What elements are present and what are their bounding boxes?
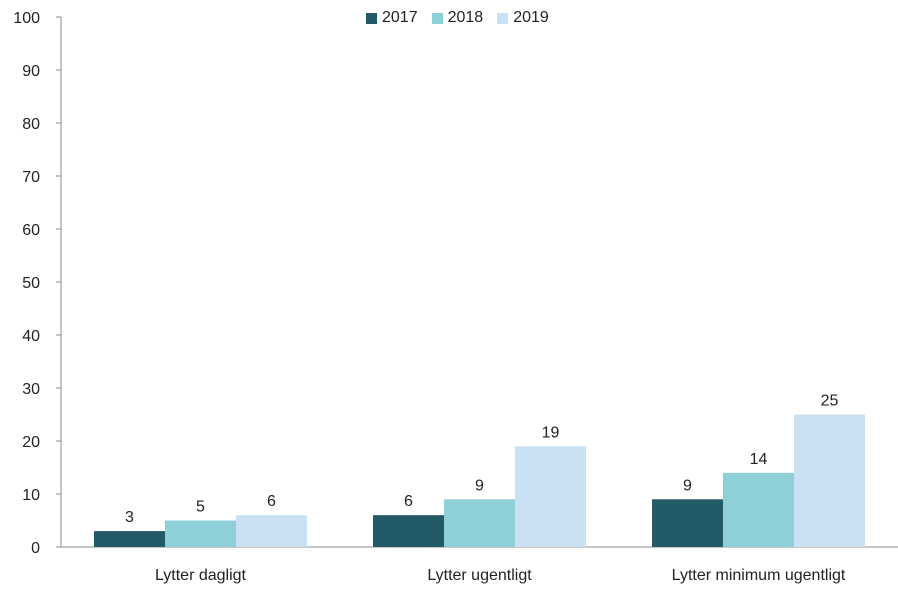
bar — [794, 414, 865, 547]
x-tick-label: Lytter ugentligt — [427, 567, 532, 584]
bar — [444, 499, 515, 547]
y-tick-label: 60 — [22, 222, 40, 239]
data-label: 14 — [750, 451, 768, 468]
legend-item-2019: 2019 — [497, 9, 549, 27]
legend-item-2017: 2017 — [366, 9, 418, 27]
data-label: 19 — [542, 424, 560, 441]
legend-label-2017: 2017 — [382, 9, 418, 26]
y-tick-label: 50 — [22, 275, 40, 292]
legend-label-2019: 2019 — [513, 9, 549, 26]
legend: 2017 2018 2019 — [366, 9, 549, 27]
data-label: 25 — [821, 393, 839, 410]
data-label: 5 — [196, 499, 205, 516]
legend-item-2018: 2018 — [431, 9, 484, 27]
bar — [652, 499, 723, 547]
data-label: 9 — [475, 477, 484, 494]
bar — [236, 515, 307, 547]
legend-swatch-2019 — [497, 12, 509, 24]
legend-label-2018: 2018 — [447, 9, 484, 26]
y-tick-label: 0 — [31, 540, 40, 557]
bar — [94, 531, 165, 547]
bar — [373, 515, 444, 547]
y-tick-label: 90 — [22, 63, 40, 80]
data-label: 6 — [267, 493, 276, 510]
y-tick-label: 10 — [22, 487, 40, 504]
data-label: 6 — [404, 493, 413, 510]
y-tick-label: 40 — [22, 328, 40, 345]
x-tick-label: Lytter minimum ugentligt — [672, 567, 846, 584]
data-label: 3 — [125, 509, 134, 526]
data-label: 9 — [683, 477, 692, 494]
x-tick-label: Lytter dagligt — [155, 567, 247, 584]
y-tick-label: 20 — [22, 434, 40, 451]
bar — [515, 446, 586, 547]
legend-swatch-2018 — [431, 12, 443, 24]
y-tick-label: 80 — [22, 116, 40, 133]
legend-swatch-2017 — [366, 12, 377, 24]
bar — [165, 520, 236, 547]
bar — [723, 472, 794, 547]
y-tick-label: 70 — [22, 169, 40, 186]
y-tick-label: 30 — [22, 381, 40, 398]
y-tick-label: 100 — [13, 10, 40, 27]
